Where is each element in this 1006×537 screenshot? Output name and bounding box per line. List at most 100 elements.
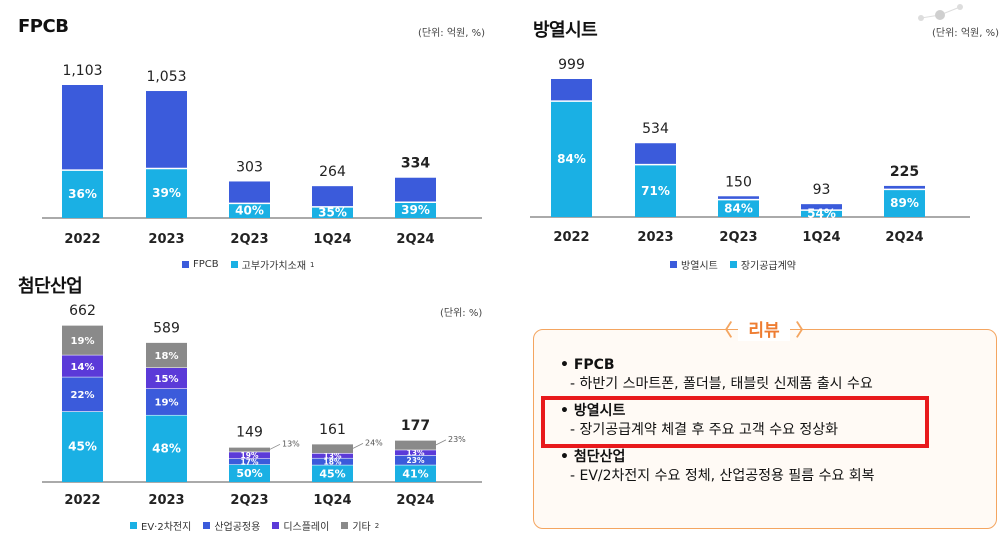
category-tick-label: 2022 — [553, 230, 589, 245]
leader-line — [269, 443, 281, 450]
highlight-box — [541, 396, 929, 448]
category-tick-label: 1Q24 — [802, 230, 840, 245]
bar-segment-main — [229, 181, 270, 204]
stack-segment-label: 41% — [402, 467, 428, 480]
bar-total-label: 264 — [319, 164, 346, 180]
review-item-head: • FPCB — [560, 357, 615, 373]
legend-swatch-display — [272, 522, 280, 529]
legend-superscript-1: 1 — [310, 260, 315, 269]
stack-segment — [229, 447, 270, 452]
stack-segment — [62, 376, 103, 412]
legend-swatch-ev — [130, 522, 137, 529]
stack-segment-label: 22% — [71, 390, 95, 401]
stack-segment — [146, 388, 187, 415]
bar-segment-main — [146, 91, 187, 169]
stack-segment-label: 23% — [448, 435, 466, 444]
bar-total-label: 303 — [236, 159, 263, 175]
stack-segment — [229, 451, 270, 459]
bar-share-label: 35% — [318, 205, 347, 219]
review-item-sub: - EV/2차전지 수요 정체, 산업공정용 필름 수요 회복 — [570, 468, 875, 484]
bar-total-label: 662 — [69, 303, 96, 319]
bar-segment-share — [62, 170, 103, 218]
bar-segment-share — [146, 168, 187, 218]
bar-total-label: 93 — [813, 182, 831, 198]
stack-segment-label: 19% — [241, 451, 259, 460]
category-tick-label: 2022 — [64, 232, 100, 247]
bar-segment-share — [551, 101, 592, 217]
review-title-text: 리뷰 — [738, 321, 790, 341]
bar-total-label: 161 — [319, 422, 346, 438]
legend-swatch-industrial — [203, 522, 211, 529]
review-list: • FPCB - 하반기 스마트폰, 폴더블, 태블릿 신제품 출시 수요 • … — [560, 356, 875, 494]
stack-segment — [312, 443, 353, 453]
legend-label-display: 디스플레이 — [283, 522, 330, 533]
bar-share-label: 39% — [152, 186, 181, 200]
heat-legend: 방열시트 장기공급계약 — [670, 257, 796, 272]
stack-segment — [395, 440, 436, 450]
bar-share-label: 84% — [557, 152, 586, 166]
bar-share-label: 40% — [235, 204, 264, 218]
leader-line — [352, 443, 364, 449]
bar-total-label: 534 — [642, 121, 669, 137]
decoration-dots-icon — [918, 4, 963, 21]
bar-segment-share — [395, 202, 436, 218]
legend-label-ev: EV·2차전지 — [141, 522, 192, 533]
adv-chart-title: 첨단산업 — [18, 276, 83, 297]
bar-segment-main — [395, 177, 436, 203]
stack-segment-label: 13% — [407, 448, 425, 457]
review-item-head: • 첨단산업 — [560, 449, 626, 465]
stack-segment-label: 19% — [71, 336, 95, 347]
stack-segment-label: 24% — [365, 438, 383, 447]
stack-segment-label: 23% — [407, 456, 425, 465]
stack-segment-label: 45% — [68, 440, 97, 454]
bar-segment-main — [718, 196, 759, 200]
bar-share-label: 84% — [724, 201, 753, 215]
heat-unit-label: (단위: 억원, %) — [932, 28, 1000, 39]
bar-segment-share — [718, 199, 759, 217]
bar-segment-main — [62, 85, 103, 171]
stack-segment-label: 19% — [155, 398, 179, 409]
stack-segment-label: 45% — [319, 467, 345, 480]
fpcb-legend: FPCB 고부가가치소재 1 — [182, 257, 315, 272]
category-tick-label: 1Q24 — [313, 232, 351, 247]
leader-line — [435, 439, 447, 446]
stack-segment — [312, 452, 353, 458]
legend-swatch-heat — [670, 261, 677, 268]
bar-share-label: 71% — [641, 184, 670, 198]
review-item-sub: - 장기공급계약 체결 후 주요 고객 수요 정상화 — [570, 422, 839, 438]
legend-label-other: 기타 — [352, 522, 371, 533]
stack-segment — [395, 455, 436, 465]
stack-segment-label: 14% — [71, 362, 95, 373]
bar-share-label: 36% — [68, 187, 97, 201]
category-tick-label: 2Q24 — [396, 232, 434, 247]
bar-total-label: 334 — [401, 156, 430, 172]
fpcb-unit-label: (단위: 억원, %) — [418, 28, 486, 39]
stack-segment — [229, 464, 270, 482]
bar-total-label: 149 — [236, 425, 263, 441]
legend-swatch-contract — [729, 261, 737, 268]
legend-label-high-value: 고부가가치소재 — [241, 261, 307, 272]
stack-segment-label: 50% — [236, 467, 262, 480]
fpcb-chart-title: FPCB — [18, 16, 69, 37]
category-tick-label: 2Q23 — [719, 230, 757, 245]
category-tick-label: 1Q24 — [313, 493, 351, 508]
review-box — [533, 329, 997, 529]
bar-segment-share — [635, 164, 676, 217]
stack-segment — [62, 411, 103, 482]
legend-swatch-high-value — [230, 261, 238, 268]
review-item-sub: - 하반기 스마트폰, 폴더블, 태블릿 신제품 출시 수요 — [570, 376, 873, 392]
category-tick-label: 2023 — [148, 232, 184, 247]
category-tick-label: 2Q24 — [396, 493, 434, 508]
bar-segment-share — [884, 189, 925, 217]
adv-unit-label: (단위: %) — [440, 308, 483, 319]
stack-segment — [146, 342, 187, 368]
legend-label-fpcb: FPCB — [193, 259, 219, 270]
stack-segment-label: 15% — [155, 374, 179, 385]
bar-segment-main — [884, 185, 925, 190]
bar-total-label: 225 — [890, 164, 919, 180]
category-tick-label: 2022 — [64, 493, 100, 508]
category-tick-label: 2Q23 — [230, 232, 268, 247]
stack-segment — [395, 464, 436, 482]
stack-segment — [62, 354, 103, 377]
